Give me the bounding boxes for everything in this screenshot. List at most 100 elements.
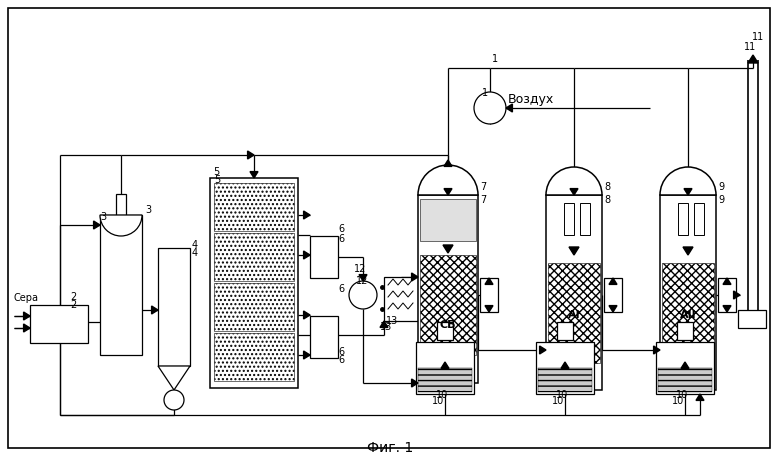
Text: 5: 5: [213, 167, 219, 177]
Polygon shape: [561, 362, 569, 368]
Text: 11: 11: [744, 42, 756, 52]
Polygon shape: [683, 247, 693, 255]
Polygon shape: [250, 171, 258, 178]
Polygon shape: [540, 346, 546, 354]
Text: 7: 7: [480, 195, 486, 205]
Bar: [100, 215, 142, 355]
Polygon shape: [412, 379, 418, 387]
Bar: [158, 248, 190, 366]
Polygon shape: [303, 311, 310, 319]
Text: 10: 10: [552, 396, 564, 406]
Polygon shape: [94, 221, 100, 229]
Text: 10: 10: [556, 390, 569, 400]
Polygon shape: [570, 188, 578, 195]
Bar: [656, 342, 714, 394]
Bar: [694, 203, 704, 235]
Polygon shape: [444, 188, 452, 195]
Circle shape: [164, 390, 184, 410]
Bar: [738, 310, 766, 328]
Polygon shape: [569, 247, 579, 255]
Bar: [418, 368, 472, 392]
Polygon shape: [359, 274, 367, 281]
Polygon shape: [380, 321, 388, 328]
Bar: [557, 322, 573, 340]
Polygon shape: [151, 306, 158, 314]
Text: 8: 8: [604, 195, 610, 205]
Polygon shape: [681, 362, 689, 368]
Text: АI: АI: [568, 310, 580, 320]
Text: Сера: Сера: [14, 293, 39, 303]
Bar: [658, 368, 712, 392]
Bar: [538, 368, 592, 392]
Polygon shape: [734, 291, 740, 299]
Text: 3: 3: [145, 205, 151, 215]
Bar: [437, 322, 453, 340]
Text: 6: 6: [338, 347, 344, 357]
Text: СБ: СБ: [440, 320, 456, 330]
Bar: [678, 203, 688, 235]
Polygon shape: [303, 351, 310, 359]
Polygon shape: [158, 366, 190, 390]
Bar: [536, 342, 594, 394]
Text: 9: 9: [718, 195, 724, 205]
Text: 4: 4: [192, 248, 198, 258]
Text: Воздух: Воздух: [508, 93, 555, 107]
Text: 7: 7: [480, 182, 486, 192]
Bar: [604, 278, 622, 312]
Polygon shape: [441, 362, 449, 368]
Polygon shape: [23, 324, 30, 332]
Bar: [310, 316, 338, 358]
Text: 10: 10: [672, 396, 684, 406]
Text: 8: 8: [604, 182, 610, 192]
Text: АII: АII: [679, 310, 697, 320]
Circle shape: [349, 281, 377, 309]
Bar: [116, 194, 126, 215]
Text: 4: 4: [192, 240, 198, 250]
Polygon shape: [444, 160, 452, 166]
Polygon shape: [485, 305, 493, 312]
Text: Фиг. 1: Фиг. 1: [367, 441, 413, 455]
Polygon shape: [506, 104, 512, 112]
Text: 2: 2: [70, 292, 76, 302]
Text: 1: 1: [492, 54, 498, 64]
Polygon shape: [23, 312, 30, 320]
Bar: [416, 342, 474, 394]
Polygon shape: [654, 346, 660, 354]
Bar: [548, 263, 600, 363]
Bar: [480, 278, 498, 312]
Bar: [214, 183, 294, 231]
Bar: [580, 203, 590, 235]
Polygon shape: [684, 188, 692, 195]
Polygon shape: [609, 305, 617, 312]
Text: 3: 3: [100, 212, 106, 222]
Bar: [564, 203, 574, 235]
Polygon shape: [696, 394, 704, 401]
Bar: [420, 255, 476, 355]
Text: 11: 11: [752, 32, 764, 42]
Wedge shape: [660, 167, 716, 195]
Text: 10: 10: [436, 390, 448, 400]
Bar: [214, 283, 294, 331]
Wedge shape: [418, 165, 478, 195]
Text: 13: 13: [380, 322, 392, 332]
Bar: [418, 195, 478, 383]
Text: 10: 10: [432, 396, 444, 406]
Polygon shape: [443, 245, 453, 253]
Text: 6: 6: [338, 284, 344, 294]
Polygon shape: [485, 278, 493, 285]
Bar: [214, 233, 294, 281]
Text: 6: 6: [338, 234, 344, 244]
Bar: [420, 199, 476, 241]
Text: 5: 5: [214, 175, 220, 185]
Bar: [384, 277, 418, 321]
Text: 13: 13: [386, 316, 399, 326]
Wedge shape: [100, 215, 142, 236]
Text: 12: 12: [356, 276, 368, 286]
Bar: [662, 263, 714, 363]
Bar: [30, 305, 88, 343]
Bar: [214, 333, 294, 381]
Bar: [718, 278, 736, 312]
Wedge shape: [546, 167, 602, 195]
Text: 1: 1: [482, 88, 488, 98]
Polygon shape: [609, 278, 617, 285]
